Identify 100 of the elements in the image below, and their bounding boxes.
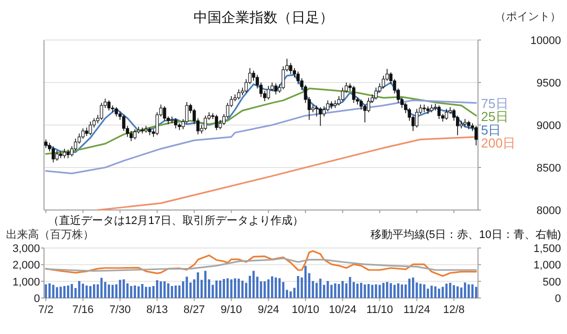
bar bbox=[378, 284, 381, 298]
x-tick-label: 9/10 bbox=[220, 304, 242, 316]
candlestick bbox=[62, 148, 66, 159]
candlestick bbox=[444, 108, 448, 120]
candlestick bbox=[107, 100, 111, 111]
bar bbox=[468, 284, 470, 298]
bar bbox=[426, 288, 430, 298]
x-tick-label: 9/24 bbox=[258, 304, 280, 316]
bar bbox=[442, 286, 444, 298]
bar bbox=[282, 282, 284, 298]
bar bbox=[341, 281, 344, 298]
x-tick-label: 8/13 bbox=[146, 304, 168, 316]
series-label: 5日 bbox=[481, 122, 502, 138]
candlestick bbox=[415, 108, 418, 128]
bar bbox=[204, 270, 206, 298]
bar bbox=[423, 284, 426, 298]
candlestick bbox=[266, 86, 270, 100]
bar bbox=[390, 283, 392, 298]
y-tick-label: 1,000 bbox=[12, 276, 40, 288]
y-tick-label: 10000 bbox=[530, 35, 561, 47]
bar bbox=[278, 278, 281, 298]
bar bbox=[400, 284, 404, 298]
candlestick bbox=[352, 86, 356, 104]
bar bbox=[178, 286, 181, 298]
candlestick bbox=[204, 115, 207, 130]
candlestick bbox=[274, 82, 278, 95]
candlestick bbox=[55, 150, 59, 162]
bar bbox=[475, 286, 478, 298]
bar bbox=[274, 278, 277, 298]
y-tick-label: 9000 bbox=[536, 120, 561, 132]
bar bbox=[264, 281, 266, 298]
candlestick bbox=[114, 106, 118, 117]
x-tick-label: 8/27 bbox=[184, 304, 205, 316]
bar bbox=[44, 284, 47, 298]
candlestick bbox=[296, 71, 300, 85]
candlestick bbox=[237, 88, 240, 100]
bar bbox=[156, 280, 158, 298]
bar bbox=[356, 284, 359, 298]
line-series bbox=[45, 100, 477, 174]
candlestick bbox=[341, 87, 344, 102]
bar bbox=[434, 286, 436, 298]
bar bbox=[215, 280, 218, 298]
x-tick-label: 10/10 bbox=[292, 304, 320, 316]
y2-tick-label: 500 bbox=[542, 276, 561, 288]
candlestick bbox=[74, 138, 78, 151]
series-label: 200日 bbox=[481, 135, 516, 150]
y-axis-title: 出来高（百万株） bbox=[6, 228, 94, 241]
bar bbox=[122, 279, 125, 298]
bar bbox=[222, 279, 226, 298]
bar bbox=[304, 266, 307, 298]
bar bbox=[108, 284, 110, 298]
bar bbox=[67, 286, 70, 298]
y2-tick-label: 1,500 bbox=[533, 243, 561, 255]
bar bbox=[86, 286, 88, 298]
series-label: 25日 bbox=[481, 108, 508, 124]
bar bbox=[326, 281, 329, 298]
x-tick-label: 12/8 bbox=[443, 304, 465, 316]
x-tick-label: 11/10 bbox=[366, 304, 394, 316]
bar bbox=[367, 284, 370, 298]
bar bbox=[82, 284, 84, 298]
chart-title: 中国企業指数（日足） bbox=[194, 9, 334, 25]
candlestick bbox=[374, 87, 378, 100]
candlestick bbox=[437, 105, 441, 120]
bar bbox=[115, 284, 118, 298]
candlestick bbox=[162, 106, 166, 122]
bar bbox=[408, 278, 410, 298]
bar bbox=[449, 282, 452, 298]
bar bbox=[238, 278, 240, 298]
bar bbox=[170, 286, 174, 298]
bar bbox=[397, 283, 400, 298]
y-tick-label: 9500 bbox=[536, 78, 561, 90]
bar bbox=[334, 283, 336, 298]
bar bbox=[348, 277, 352, 298]
x-tick-label: 11/24 bbox=[403, 304, 430, 316]
bar bbox=[130, 286, 132, 298]
x-tick-label: 7/30 bbox=[109, 304, 131, 316]
bar bbox=[371, 284, 374, 298]
bar bbox=[186, 276, 188, 298]
text: （直近データは12月17日、取引所データより作成） bbox=[48, 214, 304, 227]
bar bbox=[360, 282, 362, 298]
candlestick bbox=[133, 128, 136, 140]
candlestick bbox=[474, 125, 478, 146]
x-tick-label: 10/24 bbox=[328, 304, 356, 316]
bar bbox=[60, 286, 62, 298]
y-axis-title: （ポイント） bbox=[495, 11, 561, 23]
candlestick bbox=[170, 116, 174, 124]
candlestick bbox=[214, 114, 218, 130]
candlestick bbox=[52, 146, 55, 163]
bar bbox=[70, 284, 73, 298]
bar bbox=[386, 282, 388, 298]
bar bbox=[364, 284, 366, 298]
candlestick bbox=[289, 62, 292, 74]
x-tick-label: 7/16 bbox=[72, 304, 94, 316]
bar bbox=[167, 283, 170, 298]
bar bbox=[141, 284, 144, 298]
y-tick-label: 8000 bbox=[536, 205, 561, 217]
bar bbox=[419, 284, 422, 298]
y-tick-label: 0 bbox=[34, 293, 40, 305]
bar bbox=[148, 286, 151, 298]
bar bbox=[219, 280, 222, 298]
